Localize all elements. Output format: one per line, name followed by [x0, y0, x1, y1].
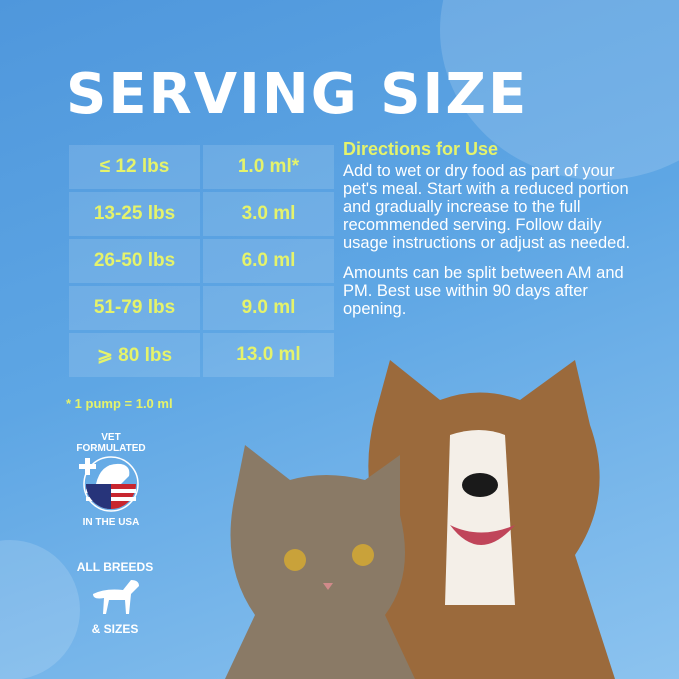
table-row: 26-50 lbs 6.0 ml — [69, 239, 334, 283]
vet-formulated-badge: VET FORMULATED IN THE USA — [66, 432, 156, 528]
weight-cell: 26-50 lbs — [69, 239, 200, 283]
badge-text: IN THE USA — [82, 517, 140, 528]
dog-cat-icon — [93, 580, 139, 614]
weight-cell: 51-79 lbs — [69, 286, 200, 330]
all-breeds-badge: ALL BREEDS & SIZES — [70, 560, 160, 636]
usa-flag-dog-icon — [79, 456, 139, 512]
serving-table: ≤ 12 lbs 1.0 ml* 13-25 lbs 3.0 ml 26-50 lb… — [66, 142, 337, 380]
amount-cell: 13.0 ml — [203, 333, 334, 377]
table-row: ≤ 12 lbs 1.0 ml* — [69, 145, 334, 189]
badge-text: & SIZES — [91, 622, 139, 636]
amount-cell: 9.0 ml — [203, 286, 334, 330]
amount-cell: 3.0 ml — [203, 192, 334, 236]
page-title: SERVING SIZE — [66, 62, 529, 127]
weight-cell: ≤ 12 lbs — [69, 145, 200, 189]
footnote: * 1 pump = 1.0 ml — [66, 396, 173, 411]
amount-cell: 6.0 ml — [203, 239, 334, 283]
background-shape — [0, 540, 80, 679]
directions-heading: Directions for Use — [343, 139, 499, 159]
directions-text: Add to wet or dry food as part of your p… — [343, 162, 631, 252]
weight-cell: 13-25 lbs — [69, 192, 200, 236]
cat-and-dog-photo — [225, 360, 615, 679]
table-row: 51-79 lbs 9.0 ml — [69, 286, 334, 330]
badge-text: ALL BREEDS — [76, 560, 154, 574]
directions-text: Amounts can be split between AM and PM. … — [343, 264, 624, 318]
badge-text: VET FORMULATED — [76, 432, 146, 454]
table-row: ⩾ 80 lbs 13.0 ml — [69, 333, 334, 377]
amount-cell: 1.0 ml* — [203, 145, 334, 189]
weight-cell: ⩾ 80 lbs — [69, 333, 200, 377]
directions: Directions for Use Add to wet or dry foo… — [343, 140, 643, 330]
table-row: 13-25 lbs 3.0 ml — [69, 192, 334, 236]
